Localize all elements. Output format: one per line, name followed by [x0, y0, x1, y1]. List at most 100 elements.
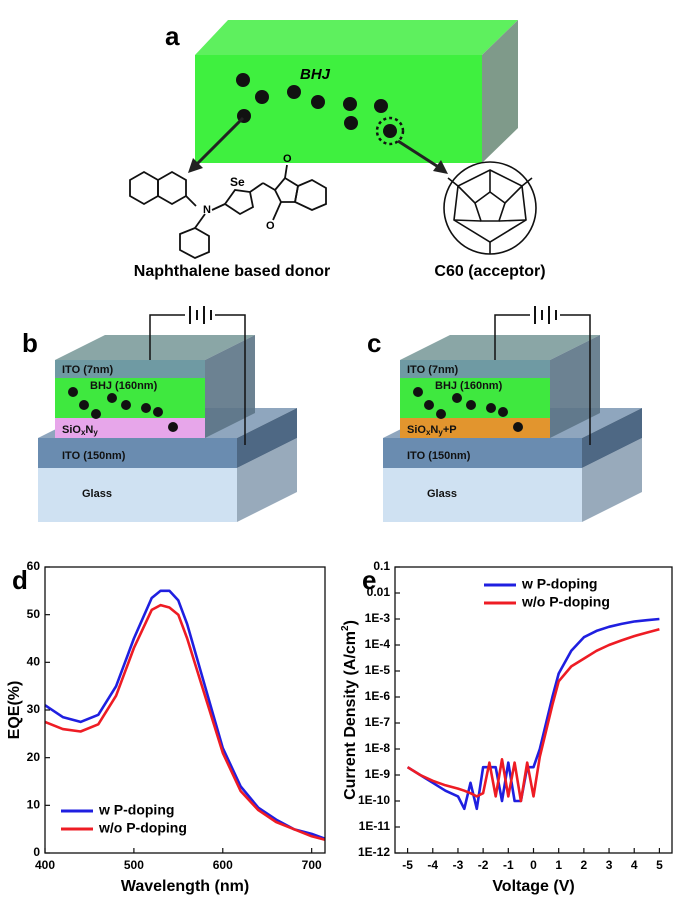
bhj-dots — [68, 387, 178, 432]
layer-label: BHJ (160nm) — [90, 380, 158, 392]
y-tick-label: 1E-3 — [365, 611, 391, 625]
y-tick-label: 40 — [27, 655, 41, 669]
series-line — [44, 603, 326, 841]
layer-label: ITO (7nm) — [62, 364, 113, 376]
y-tick-label: 1E-5 — [365, 663, 391, 677]
x-tick-label: 500 — [124, 858, 144, 872]
stack-top — [55, 335, 255, 360]
y-tick-label: 0.1 — [373, 559, 390, 573]
x-tick-label: -5 — [402, 858, 413, 872]
battery — [189, 306, 212, 324]
y-tick-label: 1E-8 — [365, 741, 391, 755]
y-tick-label: 30 — [27, 702, 41, 716]
ito-top-layer — [400, 360, 550, 378]
y-tick-label: 1E-11 — [359, 819, 391, 833]
x-tick-label: 1 — [555, 858, 562, 872]
box-front — [195, 55, 482, 163]
y-axis-title-part: 2 — [340, 625, 351, 631]
glass — [383, 468, 582, 522]
y-tick-label: 50 — [27, 607, 41, 621]
bhj-layer — [55, 378, 205, 418]
plot-frame — [394, 566, 673, 854]
x-tick-label: -1 — [503, 858, 514, 872]
highlight — [375, 116, 405, 146]
x-tick-label: -2 — [478, 858, 489, 872]
oxide-layer — [400, 418, 550, 438]
series-line — [406, 617, 660, 811]
layer-label: ITO (150nm) — [407, 450, 471, 462]
y-axis-title-part: Current Density (A/cm — [342, 631, 359, 800]
wire — [149, 314, 185, 360]
donor-structure — [129, 164, 327, 259]
x-tick-label: -3 — [453, 858, 464, 872]
glass — [38, 468, 237, 522]
ito-top-layer — [55, 360, 205, 378]
y-tick-label: 0 — [33, 845, 40, 859]
y-tick-label: 0.01 — [367, 585, 391, 599]
atom-label: O — [266, 220, 275, 232]
y-tick-label: 20 — [27, 750, 41, 764]
legend-label: w/o P-doping — [98, 820, 187, 836]
oxide-layer — [55, 418, 205, 438]
series-line — [406, 628, 660, 803]
y-tick-label: 60 — [27, 559, 41, 573]
wire — [215, 314, 246, 445]
wire — [494, 314, 530, 360]
layer-label: Glass — [427, 488, 457, 500]
wire — [560, 314, 591, 445]
legend-label: w P-doping — [521, 576, 597, 592]
y-tick-label: 1E-9 — [365, 767, 391, 781]
stack-side — [205, 335, 255, 438]
stack-top — [400, 335, 600, 360]
x-tick-label: -4 — [427, 858, 438, 872]
y-tick-label: 1E-4 — [365, 637, 391, 651]
bhj-dots — [413, 387, 523, 432]
legend-label: w/o P-doping — [521, 594, 610, 610]
panel-label: d — [12, 565, 28, 595]
y-axis-title-part: ) — [342, 620, 359, 625]
x-tick-label: 400 — [35, 858, 55, 872]
atom-label: O — [283, 153, 292, 165]
legend-label: w P-doping — [98, 802, 174, 818]
ito-bottom — [38, 438, 237, 468]
y-tick-label: 10 — [27, 798, 41, 812]
layer-label: SiOxNy — [62, 424, 98, 437]
box-side — [482, 20, 518, 163]
panel-a: a BHJ N Se O O Naphthalene based donor C… — [129, 20, 546, 280]
molecules — [236, 73, 397, 138]
y-tick-label: 1E-12 — [358, 845, 390, 859]
ito-bottom — [383, 438, 582, 468]
ito-side — [237, 408, 297, 468]
x-tick-label: 700 — [302, 858, 322, 872]
panel-b: b ITO (7nm) BHJ (160nm) SiOxNy ITO (150n… — [22, 306, 297, 522]
layer-label: BHJ (160nm) — [435, 380, 503, 392]
box-top — [195, 20, 518, 55]
fullerene — [443, 161, 537, 255]
atom-label: N — [203, 204, 211, 216]
y-tick-label: 1E-6 — [365, 689, 391, 703]
layer-label: BHJ — [300, 66, 331, 83]
x-tick-label: 3 — [606, 858, 613, 872]
layer-label: SiOxNy+P — [407, 424, 457, 437]
layer-label: ITO (150nm) — [62, 450, 126, 462]
panel-label: c — [367, 328, 381, 358]
layer-label: ITO (7nm) — [407, 364, 458, 376]
y-tick-label: 1E-7 — [365, 715, 391, 729]
x-tick-label: 5 — [656, 858, 663, 872]
x-axis-title: Voltage (V) — [492, 878, 574, 895]
layer-label: Glass — [82, 488, 112, 500]
y-axis-title: Current Density (A/cm2) — [340, 620, 360, 800]
panel-label: e — [362, 565, 376, 595]
stack-side — [550, 335, 600, 438]
y-axis-title-part: EQE(%) — [6, 681, 23, 740]
x-tick-label: 0 — [530, 858, 537, 872]
panel-label: a — [165, 21, 180, 51]
x-tick-label: 600 — [213, 858, 233, 872]
acceptor-label: C60 (acceptor) — [434, 263, 545, 280]
panel-c: c ITO (7nm) BHJ (160nm) SiOxNy+P ITO (15… — [367, 306, 642, 522]
arrows — [188, 116, 448, 174]
panel-label: b — [22, 328, 38, 358]
battery — [534, 306, 557, 324]
